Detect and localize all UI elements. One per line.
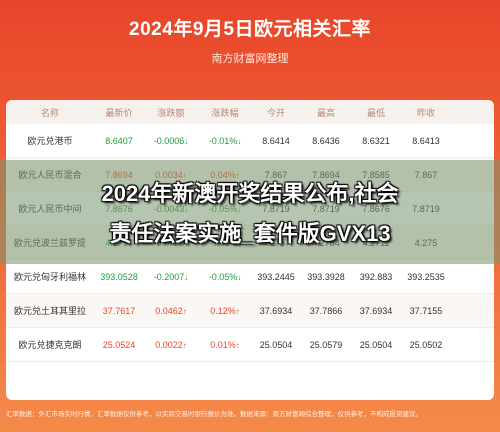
cell-price-text: 393.0528 — [100, 271, 138, 282]
watermark-banner — [0, 160, 500, 264]
arrow-down-icon: ↓ — [237, 136, 242, 146]
arrow-down-icon: ↓ — [184, 272, 189, 282]
cell-prev: 8.6413 — [400, 136, 452, 146]
cell-open-text: 8.6414 — [262, 135, 290, 146]
cell-pct-text: 0.01% — [210, 339, 236, 350]
page-title: 2024年9月5日欧元相关汇率 — [129, 19, 371, 40]
cell-prev: 393.2535 — [400, 272, 452, 282]
cell-low: 8.6321 — [352, 136, 400, 146]
cell-open: 37.6934 — [252, 306, 300, 316]
cell-prev-text: 37.7155 — [409, 305, 443, 316]
cell-pct: 0.12%↑ — [198, 306, 252, 316]
cell-change-text: 0.0022 — [155, 339, 183, 350]
cell-low-text: 8.6321 — [362, 135, 390, 146]
cell-open: 25.0504 — [252, 340, 300, 350]
page-subtitle: 南方财富网整理 — [211, 53, 289, 65]
arrow-down-icon: ↓ — [237, 272, 242, 282]
arrow-up-icon: ↑ — [235, 306, 240, 316]
cell-open-text: 25.0504 — [259, 339, 293, 350]
cell-price: 37.7617 — [94, 306, 144, 316]
cell-name-text: 欧元兑捷克克朗 — [18, 340, 82, 350]
cell-low-text: 25.0504 — [359, 339, 393, 350]
cell-price-text: 25.0524 — [102, 339, 136, 350]
cell-change-text: 0.0462 — [155, 305, 183, 316]
overlay-headline-2: 责任法案实施_套件版GVX13 — [109, 221, 391, 246]
cell-change: -0.2007↓ — [144, 272, 198, 282]
col-low: 最低 — [366, 107, 385, 118]
col-price: 最新价 — [105, 107, 133, 118]
cell-prev-text: 393.2535 — [407, 271, 445, 282]
cell-low: 37.6934 — [352, 306, 400, 316]
cell-pct: -0.01%↓ — [198, 136, 252, 146]
cell-name-text: 欧元兑港币 — [27, 136, 73, 146]
cell-price-text: 37.7617 — [102, 305, 136, 316]
cell-change: 0.0462↑ — [144, 306, 198, 316]
cell-price: 25.0524 — [94, 340, 144, 350]
cell-pct: -0.05%↓ — [198, 272, 252, 282]
col-pct: 涨跌幅 — [211, 107, 239, 118]
arrow-down-icon: ↓ — [184, 136, 189, 146]
cell-name: 欧元兑港币 — [6, 134, 94, 147]
arrow-up-icon: ↑ — [182, 306, 187, 316]
cell-high: 8.6436 — [300, 136, 352, 146]
col-prev: 昨收 — [416, 107, 435, 118]
table-row: 欧元兑匈牙利福林 393.0528 -0.2007↓ -0.05%↓ 393.2445 3… — [6, 260, 494, 294]
cell-pct-text: 0.12% — [210, 305, 236, 316]
cell-prev-text: 25.0502 — [409, 339, 443, 350]
cell-high: 37.7866 — [300, 306, 352, 316]
cell-open-text: 37.6934 — [259, 305, 293, 316]
cell-prev: 25.0502 — [400, 340, 452, 350]
cell-high: 25.0579 — [300, 340, 352, 350]
cell-price: 8.6407 — [94, 136, 144, 146]
col-name: 名称 — [40, 107, 59, 118]
cell-high: 393.3928 — [300, 272, 352, 282]
cell-low: 25.0504 — [352, 340, 400, 350]
cell-prev-text: 8.6413 — [412, 135, 440, 146]
cell-name: 欧元兑土耳其里拉 — [6, 304, 94, 317]
cell-open: 8.6414 — [252, 136, 300, 146]
cell-change-text: -0.2007 — [153, 271, 185, 282]
cell-prev: 37.7155 — [400, 306, 452, 316]
cell-low: 392.883 — [352, 272, 400, 282]
footer-note: 汇率数据：外汇市场实时行情，汇率数据仅供参考，以实际交易时银行报价为准。数据来源… — [6, 411, 422, 418]
table-row: 欧元兑土耳其里拉 37.7617 0.0462↑ 0.12%↑ 37.6934 37.78… — [6, 294, 494, 328]
cell-name: 欧元兑匈牙利福林 — [6, 270, 94, 283]
cell-open-text: 393.2445 — [257, 271, 295, 282]
arrow-up-icon: ↑ — [235, 340, 240, 350]
table-row: 欧元兑港币 8.6407 -0.0006↓ -0.01%↓ 8.6414 8.6436 8.… — [6, 124, 494, 158]
overlay-headline-1: 2024年新澳开奖结果公布,社会 — [101, 181, 399, 206]
arrow-up-icon: ↑ — [182, 340, 187, 350]
cell-name-text: 欧元兑匈牙利福林 — [13, 272, 86, 282]
table-row: 欧元兑捷克克朗 25.0524 0.0022↑ 0.01%↑ 25.0504 25.057… — [6, 328, 494, 362]
cell-change: -0.0006↓ — [144, 136, 198, 146]
cell-pct-text: -0.05% — [208, 271, 238, 282]
table-header: 名称 最新价 涨跌额 涨跌幅 今开 最高 最低 昨收 — [6, 100, 494, 124]
cell-open: 393.2445 — [252, 272, 300, 282]
cell-high-text: 25.0579 — [309, 339, 343, 350]
cell-change: 0.0022↑ — [144, 340, 198, 350]
col-change: 涨跌额 — [157, 107, 185, 118]
cell-change-text: -0.0006 — [153, 135, 185, 146]
cell-price: 393.0528 — [94, 272, 144, 282]
cell-pct-text: -0.01% — [208, 135, 238, 146]
cell-pct: 0.01%↑ — [198, 340, 252, 350]
cell-price-text: 8.6407 — [105, 135, 133, 146]
col-high: 最高 — [316, 107, 335, 118]
cell-high-text: 393.3928 — [307, 271, 345, 282]
cell-name: 欧元兑捷克克朗 — [6, 338, 94, 351]
cell-low-text: 37.6934 — [359, 305, 393, 316]
cell-high-text: 37.7866 — [309, 305, 343, 316]
cell-high-text: 8.6436 — [312, 135, 340, 146]
cell-name-text: 欧元兑土耳其里拉 — [13, 306, 86, 316]
col-open: 今开 — [266, 107, 285, 118]
cell-low-text: 392.883 — [359, 271, 393, 282]
